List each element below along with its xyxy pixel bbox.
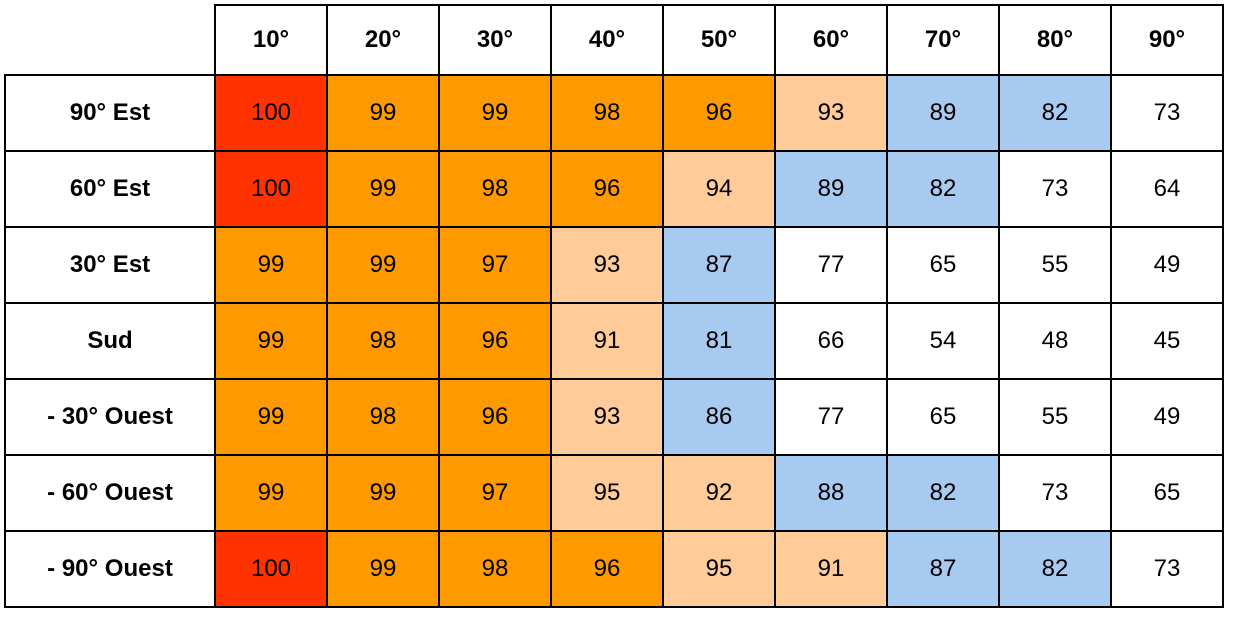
value-cell: 100: [215, 151, 327, 227]
value-cell: 98: [439, 531, 551, 607]
value-cell: 73: [1111, 75, 1223, 151]
value-cell: 99: [215, 455, 327, 531]
value-cell: 93: [775, 75, 887, 151]
table-row: - 30° Ouest 99 98 96 93 86 77 65 55 49: [5, 379, 1223, 455]
value-cell: 82: [887, 455, 999, 531]
column-header: 60°: [775, 5, 887, 75]
value-cell: 99: [327, 75, 439, 151]
row-header: 30° Est: [5, 227, 215, 303]
column-header: 40°: [551, 5, 663, 75]
value-cell: 66: [775, 303, 887, 379]
blank-corner-cell: [5, 5, 215, 75]
value-cell: 93: [551, 227, 663, 303]
value-cell: 99: [215, 303, 327, 379]
value-cell: 99: [327, 227, 439, 303]
column-header-row: 10° 20° 30° 40° 50° 60° 70° 80° 90°: [5, 5, 1223, 75]
value-cell: 96: [439, 379, 551, 455]
value-cell: 45: [1111, 303, 1223, 379]
value-cell: 73: [999, 455, 1111, 531]
value-cell: 96: [551, 151, 663, 227]
row-header: 60° Est: [5, 151, 215, 227]
value-cell: 91: [775, 531, 887, 607]
row-header: Sud: [5, 303, 215, 379]
column-header: 50°: [663, 5, 775, 75]
orientation-inclination-table: 10° 20° 30° 40° 50° 60° 70° 80° 90° 90° …: [4, 4, 1224, 608]
value-cell: 49: [1111, 227, 1223, 303]
value-cell: 65: [887, 227, 999, 303]
value-cell: 98: [327, 379, 439, 455]
value-cell: 100: [215, 531, 327, 607]
value-cell: 73: [999, 151, 1111, 227]
value-cell: 93: [551, 379, 663, 455]
value-cell: 95: [551, 455, 663, 531]
value-cell: 77: [775, 227, 887, 303]
value-cell: 82: [999, 531, 1111, 607]
value-cell: 89: [775, 151, 887, 227]
value-cell: 64: [1111, 151, 1223, 227]
row-header: - 90° Ouest: [5, 531, 215, 607]
table-row: 90° Est 100 99 99 98 96 93 89 82 73: [5, 75, 1223, 151]
value-cell: 95: [663, 531, 775, 607]
value-cell: 98: [439, 151, 551, 227]
row-header: - 60° Ouest: [5, 455, 215, 531]
value-cell: 82: [887, 151, 999, 227]
column-header: 80°: [999, 5, 1111, 75]
value-cell: 97: [439, 455, 551, 531]
value-cell: 99: [327, 531, 439, 607]
column-header: 70°: [887, 5, 999, 75]
value-cell: 49: [1111, 379, 1223, 455]
column-header: 10°: [215, 5, 327, 75]
table-row: - 60° Ouest 99 99 97 95 92 88 82 73 65: [5, 455, 1223, 531]
value-cell: 98: [551, 75, 663, 151]
value-cell: 55: [999, 379, 1111, 455]
table-row: 30° Est 99 99 97 93 87 77 65 55 49: [5, 227, 1223, 303]
table-row: Sud 99 98 96 91 81 66 54 48 45: [5, 303, 1223, 379]
value-cell: 100: [215, 75, 327, 151]
value-cell: 99: [327, 151, 439, 227]
value-cell: 88: [775, 455, 887, 531]
value-cell: 55: [999, 227, 1111, 303]
value-cell: 97: [439, 227, 551, 303]
value-cell: 96: [663, 75, 775, 151]
value-cell: 77: [775, 379, 887, 455]
value-cell: 98: [327, 303, 439, 379]
column-header: 90°: [1111, 5, 1223, 75]
value-cell: 81: [663, 303, 775, 379]
value-cell: 48: [999, 303, 1111, 379]
column-header: 20°: [327, 5, 439, 75]
value-cell: 92: [663, 455, 775, 531]
value-cell: 91: [551, 303, 663, 379]
value-cell: 82: [999, 75, 1111, 151]
table-row: 60° Est 100 99 98 96 94 89 82 73 64: [5, 151, 1223, 227]
value-cell: 87: [663, 227, 775, 303]
value-cell: 86: [663, 379, 775, 455]
table-row: - 90° Ouest 100 99 98 96 95 91 87 82 73: [5, 531, 1223, 607]
value-cell: 99: [327, 455, 439, 531]
value-cell: 99: [215, 379, 327, 455]
row-header: 90° Est: [5, 75, 215, 151]
row-header: - 30° Ouest: [5, 379, 215, 455]
value-cell: 96: [439, 303, 551, 379]
value-cell: 96: [551, 531, 663, 607]
value-cell: 99: [439, 75, 551, 151]
value-cell: 87: [887, 531, 999, 607]
value-cell: 89: [887, 75, 999, 151]
value-cell: 94: [663, 151, 775, 227]
value-cell: 65: [1111, 455, 1223, 531]
value-cell: 99: [215, 227, 327, 303]
value-cell: 54: [887, 303, 999, 379]
value-cell: 73: [1111, 531, 1223, 607]
column-header: 30°: [439, 5, 551, 75]
value-cell: 65: [887, 379, 999, 455]
